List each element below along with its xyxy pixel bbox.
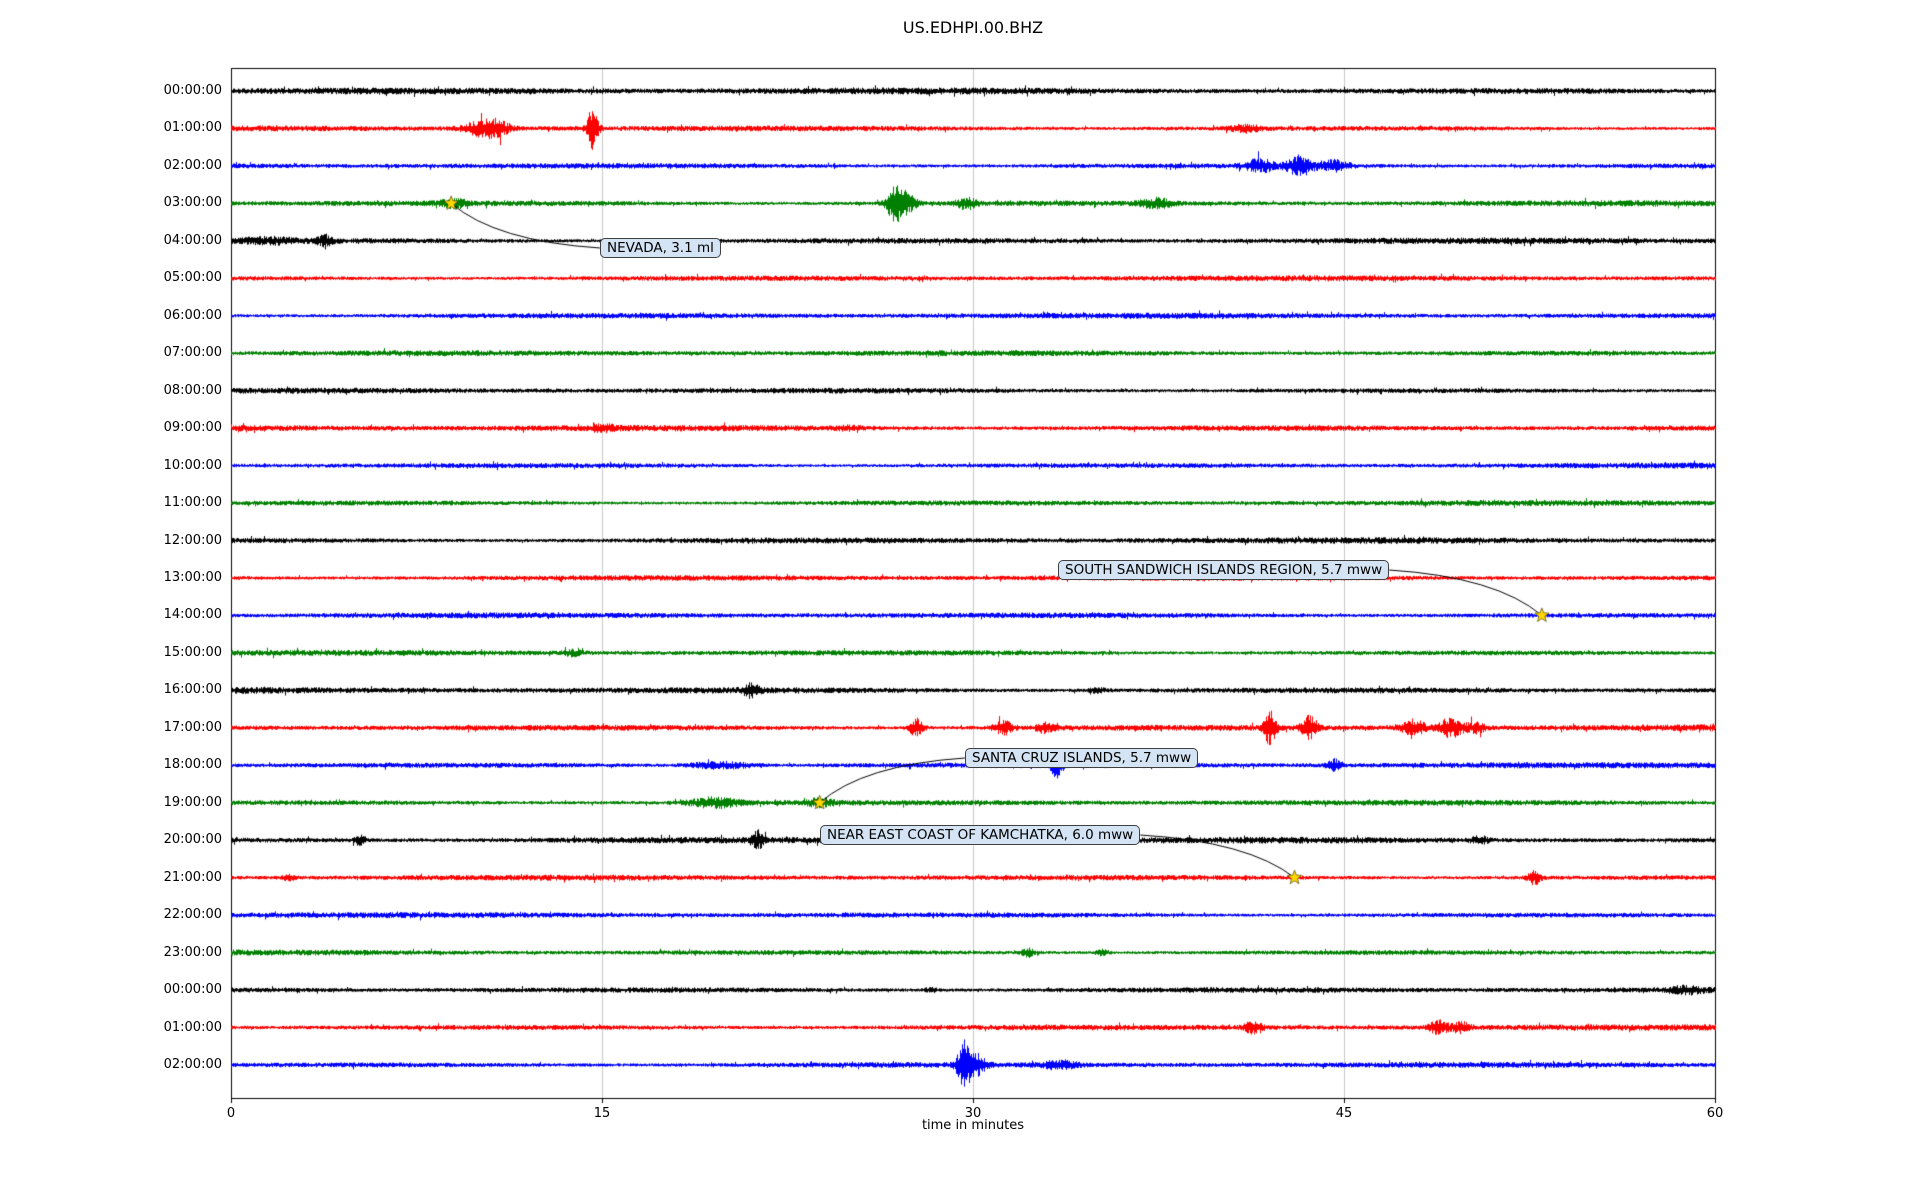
x-tick-label: 30	[964, 1106, 982, 1121]
y-tick-label: 04:00:00	[163, 232, 222, 248]
y-tick-label: 16:00:00	[163, 682, 222, 698]
x-axis-title: time in minutes	[921, 1118, 1025, 1133]
y-tick-label: 01:00:00	[163, 1019, 222, 1035]
y-tick-label: 00:00:00	[163, 83, 222, 98]
x-tick-label: 15	[593, 1106, 611, 1121]
event-label: NEAR EAST COAST OF KAMCHATKA, 6.0 mww	[820, 825, 1141, 845]
y-tick-label: 00:00:00	[163, 982, 222, 998]
x-tick-label: 60	[1706, 1106, 1724, 1121]
y-tick-label: 12:00:00	[163, 532, 222, 548]
y-tick-label: 10:00:00	[163, 457, 222, 473]
event-label: SANTA CRUZ ISLANDS, 5.7 mww	[965, 748, 1199, 768]
y-tick-label: 21:00:00	[163, 869, 222, 885]
y-tick-label: 02:00:00	[163, 1056, 222, 1072]
y-tick-label: 07:00:00	[163, 345, 222, 361]
y-tick-label: 15:00:00	[163, 644, 222, 660]
y-tick-label: 14:00:00	[163, 607, 222, 623]
x-tick-label: 0	[226, 1106, 236, 1121]
y-tick-label: 22:00:00	[163, 907, 222, 923]
y-tick-label: 05:00:00	[163, 270, 222, 286]
y-tick-label: 03:00:00	[163, 195, 222, 211]
y-tick-label: 19:00:00	[163, 794, 222, 810]
event-label: NEVADA, 3.1 ml	[600, 238, 721, 258]
y-tick-label: 23:00:00	[163, 944, 222, 960]
event-label: SOUTH SANDWICH ISLANDS REGION, 5.7 mww	[1058, 560, 1390, 580]
y-tick-label: 08:00:00	[163, 382, 222, 398]
y-tick-label: 09:00:00	[163, 420, 222, 436]
y-tick-label: 06:00:00	[163, 307, 222, 323]
y-tick-label: 13:00:00	[163, 569, 222, 585]
y-tick-label: 17:00:00	[163, 719, 222, 735]
y-tick-label: 20:00:00	[163, 832, 222, 848]
y-tick-label: 11:00:00	[163, 495, 222, 511]
y-tick-label: 18:00:00	[163, 757, 222, 773]
y-tick-label: 01:00:00	[163, 120, 222, 136]
y-tick-label: 02:00:00	[163, 157, 222, 173]
chart-title: US.EDHPI.00.BHZ	[902, 18, 1044, 37]
x-tick-label: 45	[1335, 1106, 1353, 1121]
